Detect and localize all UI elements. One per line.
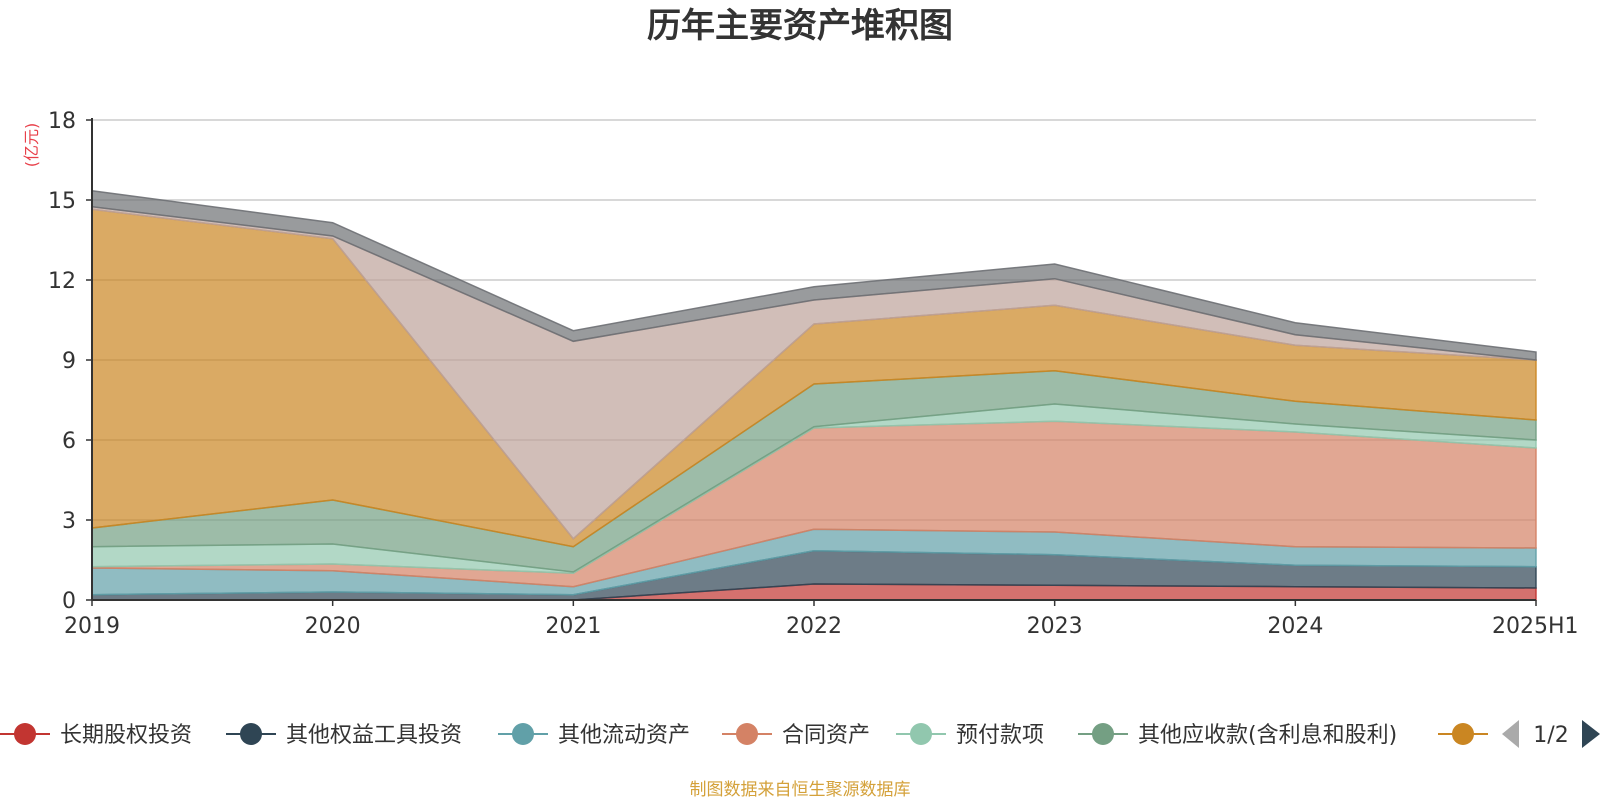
- legend-label: 合同资产: [782, 723, 870, 748]
- area-series-8: [91, 189, 1537, 361]
- x-tick-label: 2024: [1267, 614, 1323, 639]
- legend-marker: [1092, 723, 1114, 745]
- legend-item-1: 其他权益工具投资: [226, 723, 462, 748]
- y-axis-unit-label: (亿元): [22, 123, 41, 168]
- legend-marker: [1452, 723, 1474, 745]
- area-series: [91, 189, 1537, 601]
- legend-marker: [910, 723, 932, 745]
- x-tick-label: 2019: [64, 614, 120, 639]
- y-tick-label: 0: [62, 589, 76, 614]
- legend: 长期股权投资 其他权益工具投资 其他流动资产 合同资产 预付款项 其他应收款(含利息和股利…: [0, 720, 1600, 748]
- legend-item-5: 其他应收款(含利息和股利): [1078, 723, 1397, 748]
- legend-item-4: 预付款项: [896, 723, 1044, 748]
- legend-label: 预付款项: [956, 723, 1044, 748]
- legend-item-3: 合同资产: [722, 723, 870, 748]
- y-tick-label: 9: [62, 349, 76, 374]
- legend-label: 其他流动资产: [558, 723, 690, 748]
- x-tick-label: 2021: [545, 614, 601, 639]
- legend-marker: [512, 723, 534, 745]
- x-tick-label: 2020: [305, 614, 361, 639]
- legend-item-2: 其他流动资产: [498, 723, 690, 748]
- legend-next-page-icon[interactable]: [1582, 720, 1600, 748]
- x-tick-label: 2022: [786, 614, 842, 639]
- y-tick-label: 18: [48, 109, 76, 134]
- x-tick-label: 2023: [1027, 614, 1083, 639]
- legend-page-indicator: 1/2: [1533, 723, 1568, 748]
- legend-marker: [240, 723, 262, 745]
- y-tick-label: 15: [48, 189, 76, 214]
- legend-label: 其他权益工具投资: [286, 723, 462, 748]
- y-tick-label: 3: [62, 509, 76, 534]
- chart-title: 历年主要资产堆积图: [647, 6, 953, 46]
- legend-label: 其他应收款(含利息和股利): [1138, 723, 1397, 748]
- legend-item-6: [1438, 723, 1488, 745]
- axes: 0 3 6 9 12 15 18 2019 2020 2021 2022 2023 2024 2025H1: [48, 109, 1579, 639]
- x-tick-label: 2025H1: [1492, 614, 1579, 639]
- legend-marker: [14, 723, 36, 745]
- y-tick-label: 12: [48, 269, 76, 294]
- legend-prev-page-icon[interactable]: [1502, 720, 1519, 748]
- source-note: 制图数据来自恒生聚源数据库: [690, 780, 911, 800]
- legend-marker: [736, 723, 758, 745]
- legend-item-0: 长期股权投资: [0, 723, 192, 748]
- legend-label: 长期股权投资: [60, 723, 192, 748]
- y-tick-label: 6: [62, 429, 76, 454]
